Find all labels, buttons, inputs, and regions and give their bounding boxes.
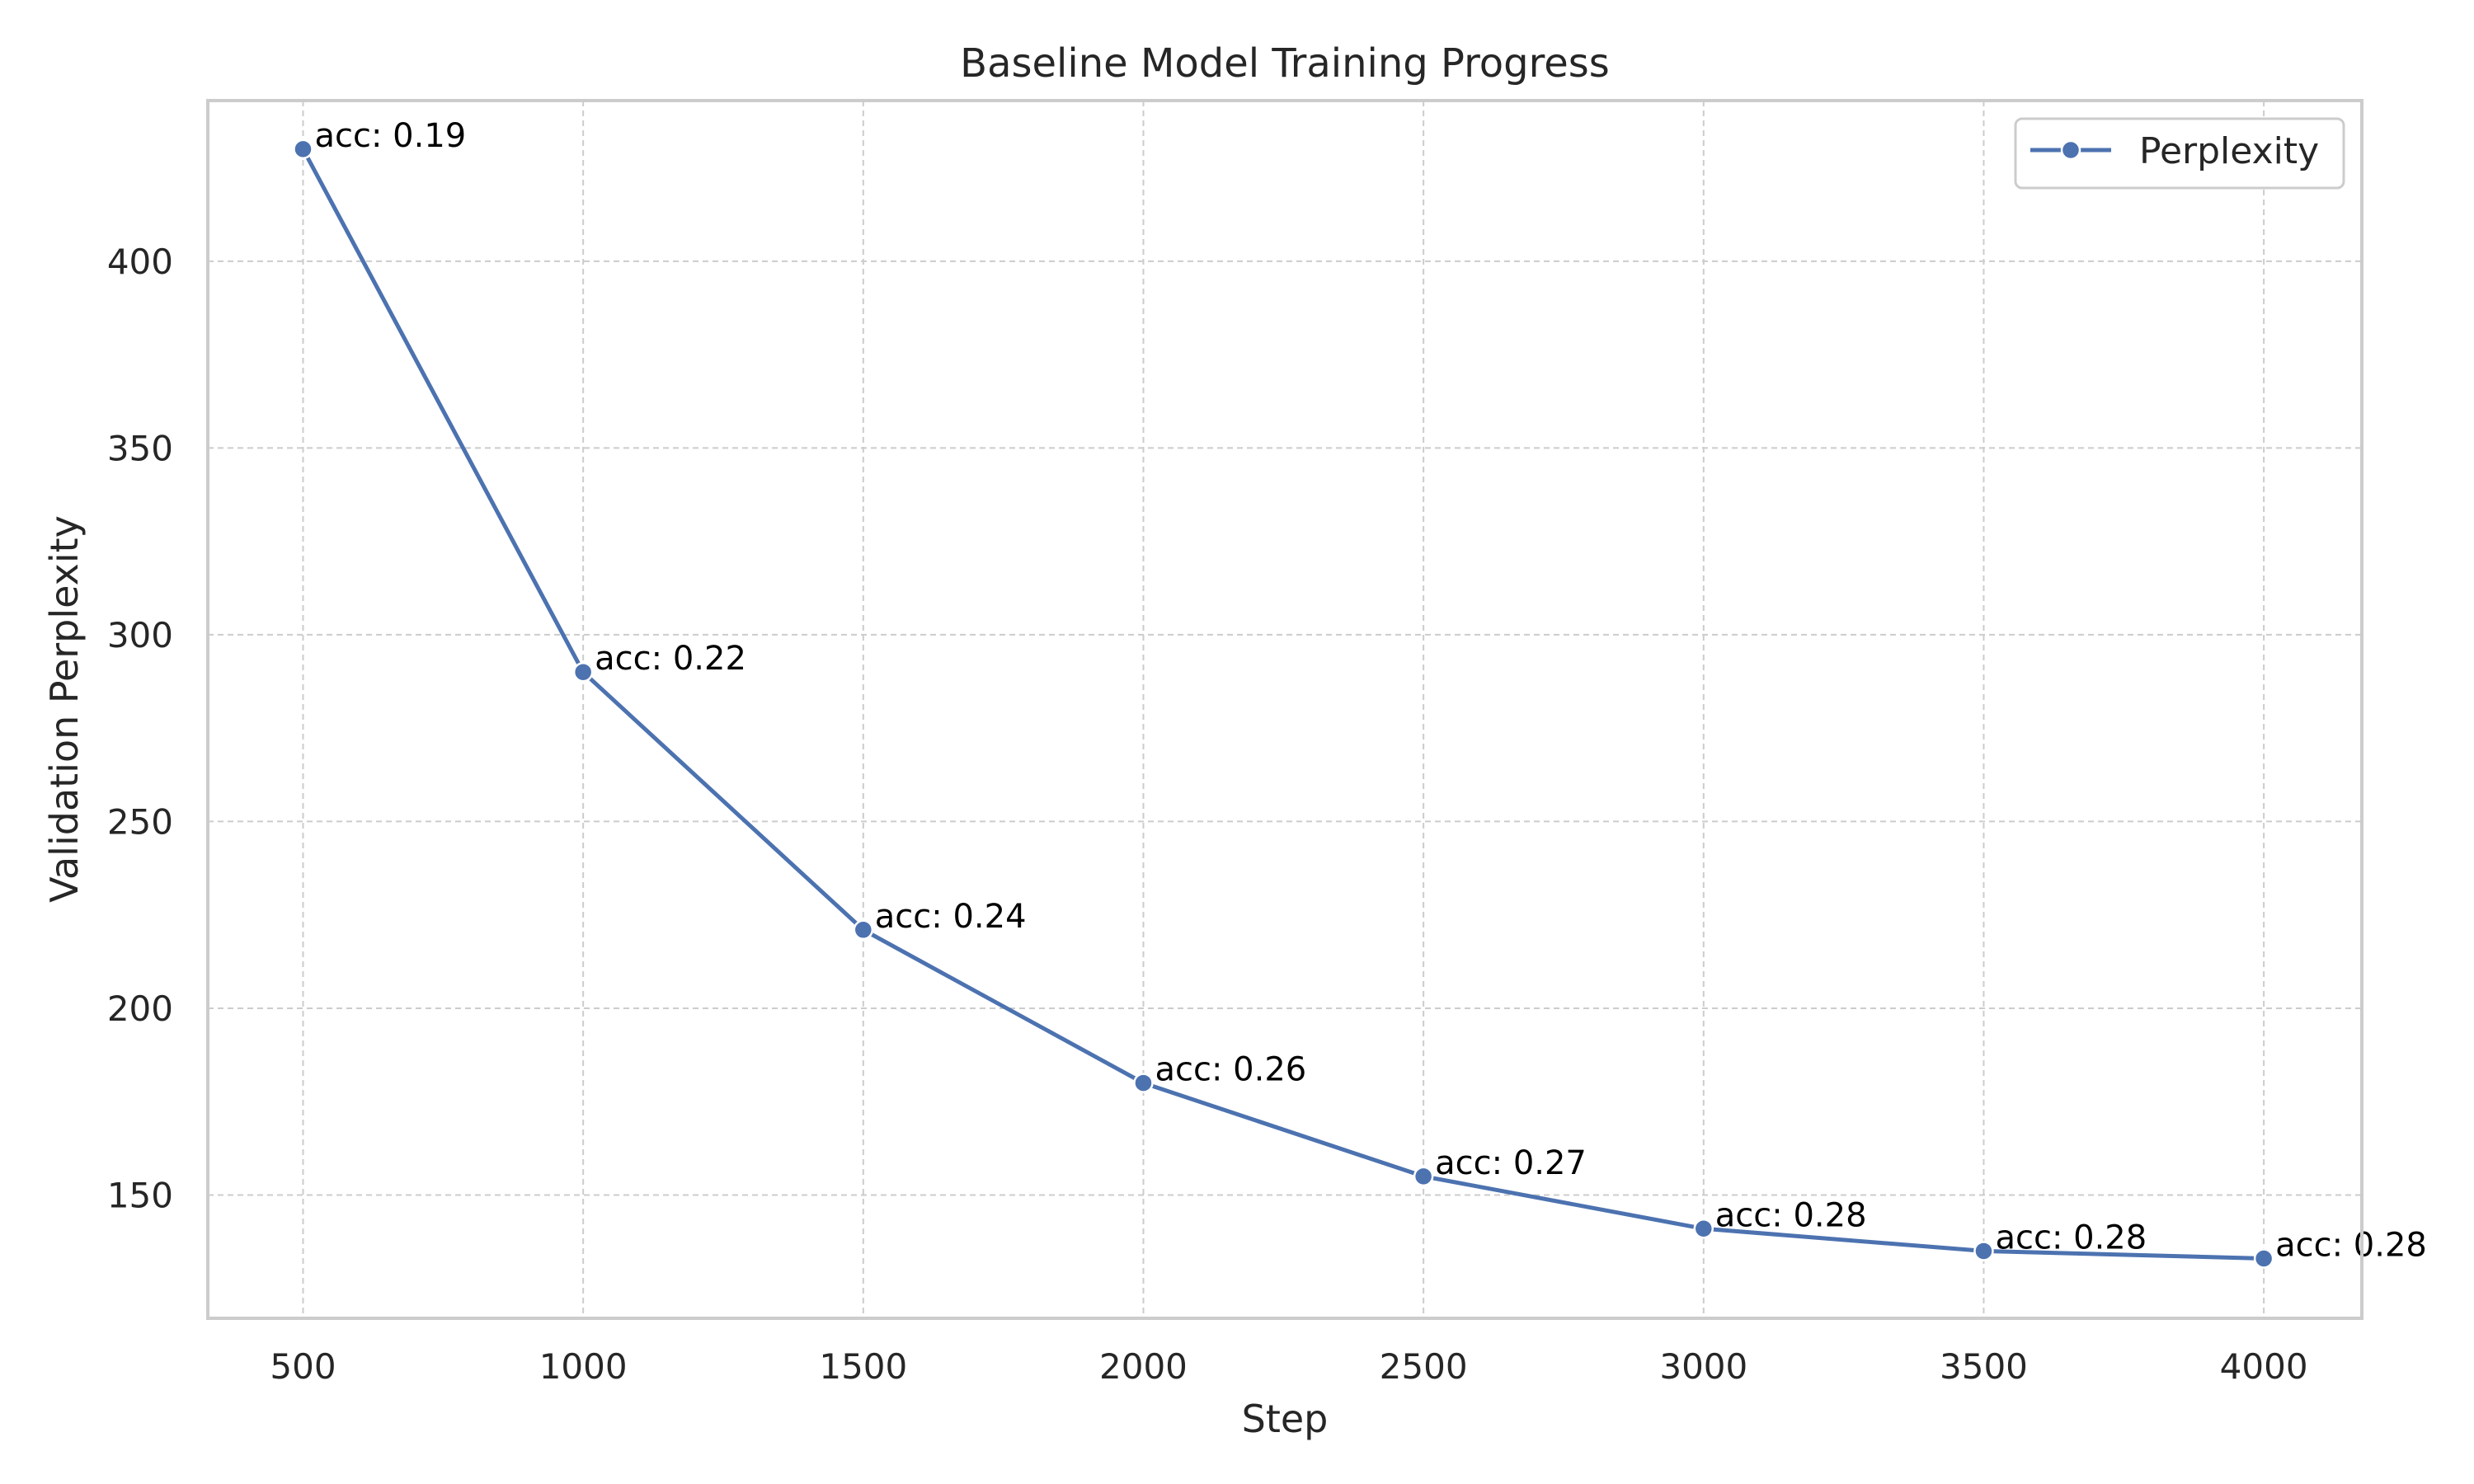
x-tick-label-0: 500 [270, 1346, 336, 1387]
y-tick-label-2: 250 [107, 801, 173, 842]
data-label-7: acc: 0.28 [2275, 1227, 2427, 1265]
y-axis-label: Validation Perplexity [42, 515, 87, 903]
y-tick-labels: 150 200 250 300 350 400 [107, 242, 173, 1216]
data-point-1 [572, 661, 594, 683]
y-tick-label-1: 200 [107, 989, 173, 1029]
data-label-1: acc: 0.22 [595, 640, 746, 678]
x-tick-labels: 500 1000 1500 2000 2500 3000 3500 4000 [270, 1346, 2307, 1387]
chart-title: Baseline Model Training Progress [960, 40, 1610, 87]
data-point-5 [1693, 1219, 1714, 1239]
legend-marker-swatch [2060, 139, 2081, 161]
data-point-3 [1133, 1073, 1154, 1093]
x-tick-label-2: 1500 [819, 1346, 907, 1387]
data-point-4 [1413, 1166, 1434, 1187]
legend: Perplexity [2014, 117, 2345, 190]
data-label-3: acc: 0.26 [1155, 1051, 1306, 1089]
x-tick-label-6: 3500 [1940, 1346, 2028, 1387]
y-tick-label-0: 150 [107, 1175, 173, 1215]
data-point-6 [1973, 1241, 1994, 1261]
x-tick-label-1: 1000 [539, 1346, 628, 1387]
plot-frame [206, 99, 2363, 1320]
x-tick-label-5: 3000 [1659, 1346, 1747, 1387]
data-point-2 [853, 919, 874, 941]
legend-box [2014, 117, 2345, 190]
y-tick-label-5: 400 [107, 242, 173, 282]
data-label-4: acc: 0.27 [1435, 1144, 1587, 1182]
series-line-0 [301, 147, 2266, 1261]
legend-label-perplexity: Perplexity [2139, 130, 2319, 172]
series-layer: acc: 0.19 acc: 0.22 acc: 0.24 acc: 0.26 acc:… [293, 117, 2427, 1269]
y-tick-label-4: 350 [107, 428, 173, 468]
x-tick-label-7: 4000 [2220, 1346, 2308, 1387]
x-tick-label-3: 2000 [1099, 1346, 1188, 1387]
grid [208, 101, 2362, 1318]
data-label-5: acc: 0.28 [1715, 1196, 1867, 1234]
data-point-0 [293, 139, 313, 160]
data-label-2: acc: 0.24 [875, 898, 1027, 936]
data-point-7 [2253, 1248, 2274, 1269]
data-label-0: acc: 0.19 [314, 117, 466, 155]
x-axis-label: Step [1242, 1397, 1329, 1441]
y-tick-label-3: 300 [107, 615, 173, 655]
data-label-6: acc: 0.28 [1995, 1219, 2147, 1256]
x-tick-label-4: 2500 [1380, 1346, 1468, 1387]
